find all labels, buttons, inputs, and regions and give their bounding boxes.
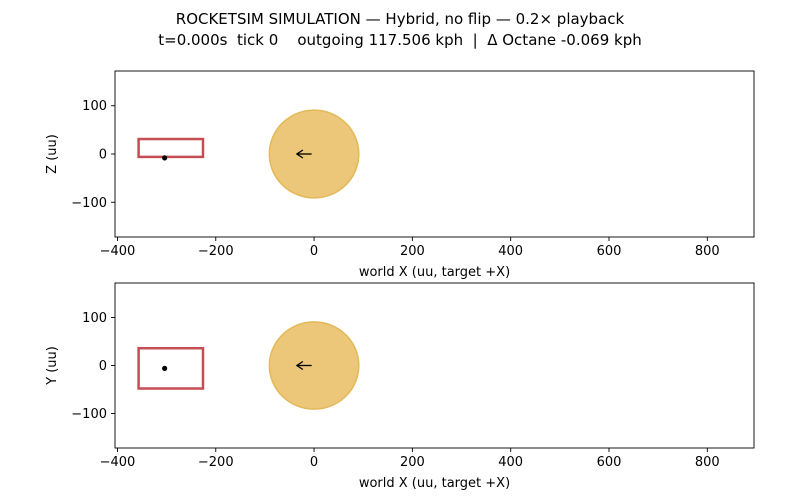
x-tick-label: 200 — [400, 244, 425, 259]
x-tick-label: 600 — [597, 455, 622, 470]
x-axis-label: world X (uu, target +X) — [359, 265, 510, 280]
y-axis-label: Z (uu) — [45, 134, 60, 174]
x-tick-label: −200 — [198, 244, 234, 259]
velocity-arrow-head — [295, 360, 304, 371]
axes-frame — [114, 282, 755, 449]
y-tick-label: 0 — [99, 148, 107, 163]
x-tick-label: 600 — [597, 244, 622, 259]
x-tick-label: 0 — [310, 455, 318, 470]
y-tick-label: 0 — [99, 359, 107, 374]
x-tick-label: 0 — [310, 244, 318, 259]
axes-frame — [114, 70, 755, 238]
x-tick-label: 800 — [695, 455, 720, 470]
x-tick-label: 400 — [498, 244, 523, 259]
y-tick-label: −100 — [71, 407, 107, 422]
y-axis-label: Y (uu) — [45, 346, 60, 386]
y-tick-label: −100 — [71, 196, 107, 211]
x-tick-label: −400 — [100, 244, 136, 259]
car-center-point — [162, 155, 168, 161]
velocity-arrow-head — [295, 149, 304, 159]
car-hitbox — [137, 346, 205, 390]
title-line-2: t=0.000s tick 0 outgoing 117.506 kph | Δ… — [158, 31, 642, 49]
x-tick-label: 400 — [498, 455, 523, 470]
panel-top: −400 −200 0 200 400 600 800 −100 0 100 world X (uu… — [45, 70, 755, 280]
ball-circle — [268, 109, 360, 199]
x-axis-label: world X (uu, target +X) — [359, 476, 510, 491]
y-tick-label: 100 — [82, 311, 107, 326]
ball-circle — [268, 321, 360, 410]
x-tick-label: −200 — [198, 455, 234, 470]
figure-title: ROCKETSIM SIMULATION — Hybrid, no flip —… — [0, 9, 800, 51]
x-tick-label: 200 — [400, 455, 425, 470]
car-center-point — [162, 365, 168, 371]
x-tick-label: −400 — [100, 455, 136, 470]
panel-bottom: −400 −200 0 200 400 600 800 −100 0 100 world X (uu… — [45, 282, 755, 491]
car-hitbox — [137, 137, 205, 159]
y-tick-label: 100 — [82, 99, 107, 114]
title-line-1: ROCKETSIM SIMULATION — Hybrid, no flip —… — [175, 10, 625, 28]
x-tick-label: 800 — [695, 244, 720, 259]
